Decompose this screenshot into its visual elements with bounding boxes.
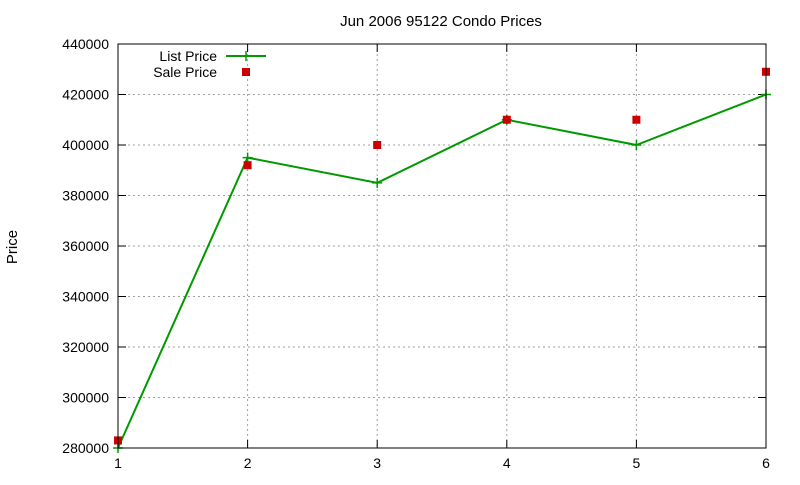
x-tick-label: 6 — [762, 455, 770, 471]
y-tick-label: 380000 — [62, 188, 109, 204]
sale-price-point — [243, 161, 252, 170]
list-price-point — [372, 177, 383, 188]
sale-price-point — [632, 115, 641, 124]
y-tick-label: 360000 — [62, 238, 109, 254]
legend-label: List Price — [159, 48, 217, 64]
legend-swatch-marker — [241, 51, 251, 61]
sale-price-point — [373, 141, 382, 149]
y-tick-label: 440000 — [62, 36, 109, 52]
x-tick-label: 4 — [503, 455, 511, 471]
y-tick-label: 400000 — [62, 137, 109, 153]
x-tick-label: 2 — [244, 455, 252, 471]
grid — [118, 44, 766, 448]
list-price-line — [117, 93, 767, 449]
y-tick-label: 420000 — [62, 87, 109, 103]
sale-price-point — [502, 115, 511, 124]
series-layer — [113, 67, 771, 453]
list-price-point — [631, 140, 642, 150]
chart-title: Jun 2006 95122 Condo Prices — [340, 13, 542, 30]
y-axis-label: Price — [4, 230, 21, 264]
x-tick-label: 3 — [373, 455, 381, 471]
axis-ticks: 280000 300000 320000 340000 360000 380000 4000… — [62, 36, 770, 471]
legend-label: Sale Price — [153, 64, 217, 80]
list-price-point — [242, 152, 253, 163]
y-tick-label: 300000 — [62, 390, 109, 406]
y-tick-label: 280000 — [62, 440, 109, 456]
x-tick-label: 1 — [114, 455, 122, 471]
plot-frame — [117, 43, 767, 449]
y-tick-label: 320000 — [62, 339, 109, 355]
x-tick-label: 5 — [633, 455, 641, 471]
legend-swatch-marker — [242, 68, 250, 76]
y-tick-label: 340000 — [62, 289, 109, 305]
